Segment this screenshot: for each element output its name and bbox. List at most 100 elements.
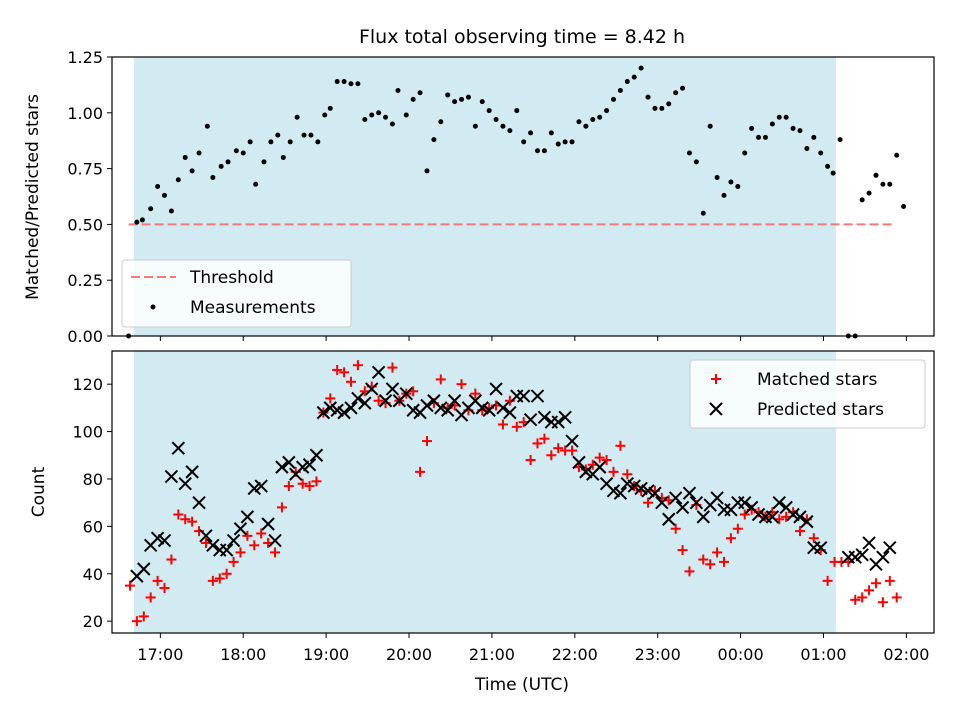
measurement-point <box>797 128 803 134</box>
matched-star-point <box>532 438 543 449</box>
ratio-y-ticks: 0.00 0.25 0.50 0.75 1.00 1.25 <box>67 48 112 346</box>
y-tick-label: 0.00 <box>67 327 103 346</box>
measurement-point <box>521 139 527 145</box>
measurement-point <box>590 116 596 122</box>
matched-star-point <box>857 592 868 603</box>
matched-star-point <box>850 594 861 605</box>
measurement-point <box>500 123 506 129</box>
measurement-point <box>548 130 554 136</box>
measurement-point <box>873 172 879 178</box>
measurement-point <box>555 141 561 147</box>
predicted-star-point <box>516 389 531 403</box>
matched-star-point <box>822 575 833 586</box>
predicted-star-point <box>192 495 206 510</box>
matched-star-point <box>173 509 184 520</box>
measurement-point <box>362 116 368 122</box>
measurement-point <box>769 121 775 127</box>
measurement-point <box>762 134 768 140</box>
predicted-star-point <box>675 500 690 515</box>
measurement-point <box>403 112 409 118</box>
ratio-points <box>126 65 907 339</box>
predicted-star-point <box>219 543 234 557</box>
predicted-star-point <box>157 533 172 548</box>
measurement-point <box>155 183 161 189</box>
measurement-point <box>369 112 375 118</box>
measurement-point <box>341 79 347 85</box>
predicted-star-point <box>302 458 317 472</box>
count-axes-frame <box>111 350 935 634</box>
measurement-point <box>894 152 900 158</box>
measurement-point <box>535 148 541 154</box>
matched-star-point <box>387 362 398 373</box>
measurement-point <box>721 192 727 198</box>
predicted-star-point <box>814 540 828 555</box>
matched-star-point <box>159 582 170 593</box>
matched-star-point <box>152 575 163 586</box>
measurement-point <box>742 150 748 156</box>
matched-star-point <box>242 530 253 541</box>
matched-star-point <box>415 466 426 477</box>
measurement-point <box>327 105 333 111</box>
measurement-point <box>624 79 630 85</box>
x-tick-label: 17:00 <box>137 645 183 664</box>
count-points <box>124 360 902 627</box>
matched-star-point <box>725 533 736 544</box>
predicted-star-point <box>447 394 462 408</box>
measurement-point <box>410 96 416 102</box>
measurement-point <box>334 79 340 85</box>
y-tick-label: 80 <box>83 470 103 489</box>
predicted-star-point <box>309 448 324 462</box>
matched-star-point <box>325 393 336 404</box>
matched-star-point <box>497 419 508 430</box>
matched-star-point <box>677 545 688 556</box>
measurement-point <box>686 150 692 156</box>
x-tick-label: 20:00 <box>386 645 432 664</box>
predicted-star-point <box>496 401 510 415</box>
measurement-point <box>825 163 831 169</box>
x-tick-label: 21:00 <box>469 645 515 664</box>
y-tick-label: 1.25 <box>67 48 103 67</box>
predicted-star-point <box>482 403 496 417</box>
matched-star-point <box>270 547 281 558</box>
matched-star-point <box>339 367 350 378</box>
matched-star-point <box>808 533 819 544</box>
count-y-axis-label: Count <box>29 466 49 517</box>
matched-star-point <box>276 502 287 513</box>
predicted-star-point <box>565 434 579 448</box>
predicted-star-point <box>378 394 393 408</box>
predicted-star-point <box>668 491 683 505</box>
measurement-point <box>175 177 181 183</box>
measurement-point <box>714 175 720 181</box>
matched-star-point <box>221 568 232 579</box>
ratio-legend: Threshold Measurements <box>121 259 352 328</box>
y-tick-label: 60 <box>83 517 103 536</box>
measurement-point <box>887 181 893 187</box>
measurement-point <box>134 219 140 225</box>
figure-title: Flux total observing time = 8.42 h <box>359 26 685 48</box>
measurement-point <box>562 139 568 145</box>
y-tick-label: 1.00 <box>67 104 103 123</box>
measurement-point <box>610 96 616 102</box>
measurement-point <box>638 65 644 71</box>
measurement-point <box>395 87 401 93</box>
predicted-star-point <box>261 517 275 531</box>
measurement-point <box>493 116 499 122</box>
x-tick-label: 01:00 <box>800 645 846 664</box>
matched-star-point <box>684 566 695 577</box>
x-tick-label: 22:00 <box>552 645 598 664</box>
measurement-point <box>189 168 195 174</box>
matched-star-point <box>567 445 578 456</box>
measurement-point <box>294 114 300 120</box>
matched-star-point <box>739 509 750 520</box>
measurement-point <box>161 192 167 198</box>
measurement-point <box>261 159 267 165</box>
matched-star-point <box>670 523 681 534</box>
predicted-star-point <box>282 455 296 470</box>
measurement-point <box>866 190 872 196</box>
matched-star-point <box>705 559 716 570</box>
matched-star-point <box>594 452 605 463</box>
measurement-point <box>218 163 224 169</box>
measurement-point <box>268 139 274 145</box>
predicted-star-point <box>206 538 220 553</box>
measurement-point <box>148 206 154 212</box>
